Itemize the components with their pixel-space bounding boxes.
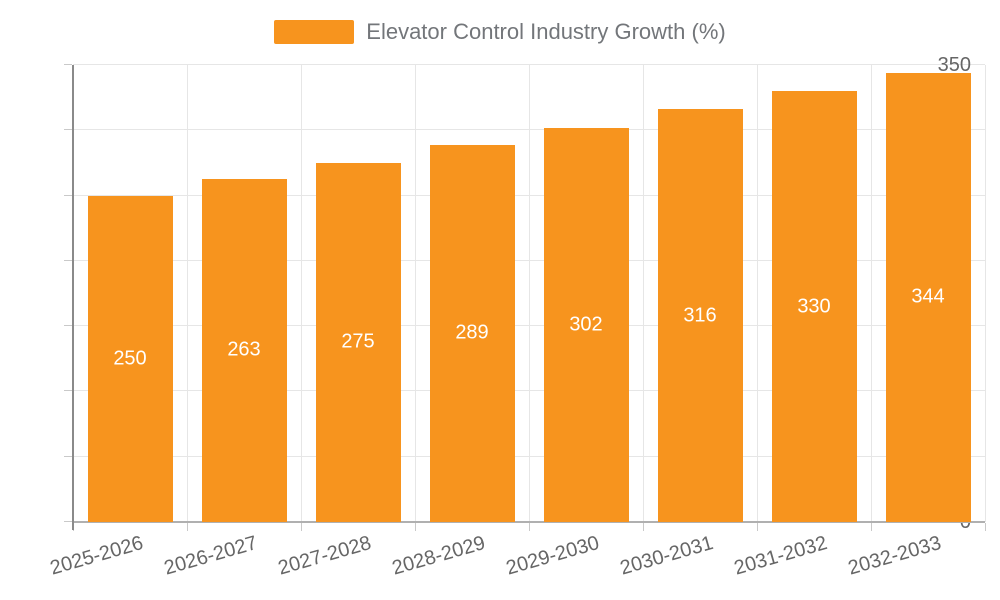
bar-value-label: 250 <box>113 347 147 370</box>
bar: 275 <box>315 162 401 522</box>
gridline-vertical <box>757 65 758 522</box>
gridline-vertical <box>985 65 986 522</box>
bar: 330 <box>771 91 857 522</box>
bar-value-label: 344 <box>911 285 945 308</box>
gridline-horizontal <box>73 64 985 65</box>
x-tick-label: 2027-2028 <box>276 532 375 580</box>
x-tick-label: 2028-2029 <box>390 532 489 580</box>
bar: 316 <box>657 109 743 522</box>
x-axis-tick <box>757 523 758 531</box>
y-tick-label: 350 <box>937 54 971 76</box>
x-tick-label: 2032-2033 <box>846 532 945 580</box>
bar-value-label: 330 <box>797 295 831 318</box>
bar-value-label: 316 <box>683 304 717 327</box>
bar-value-label: 263 <box>227 338 261 361</box>
x-tick-label: 2029-2030 <box>504 532 603 580</box>
x-axis-tick <box>871 523 872 531</box>
bar-value-label: 275 <box>341 330 375 353</box>
x-axis-tick <box>301 523 302 531</box>
y-axis-tick <box>64 521 72 522</box>
x-axis-tick <box>985 523 986 531</box>
legend-item[interactable]: Elevator Control Industry Growth (%) <box>274 18 726 46</box>
y-axis-tick <box>64 194 72 196</box>
x-axis-tick <box>187 523 188 531</box>
y-axis-tick <box>64 64 72 65</box>
y-axis-tick <box>64 390 72 392</box>
bar: 250 <box>87 195 173 522</box>
x-tick-label: 2030-2031 <box>618 532 717 580</box>
gridline-vertical <box>415 65 416 522</box>
legend-swatch-icon <box>274 20 355 44</box>
x-axis-tick <box>415 523 416 531</box>
x-axis-tick <box>643 523 644 531</box>
x-axis-tick <box>529 523 530 531</box>
bar: 289 <box>429 144 515 522</box>
gridline-vertical <box>187 65 188 522</box>
x-tick-label: 2025-2026 <box>48 532 147 580</box>
y-axis-line <box>72 65 74 530</box>
gridline-vertical <box>301 65 302 522</box>
x-tick-label: 2026-2027 <box>162 532 261 580</box>
gridline-vertical <box>643 65 644 522</box>
gridline-vertical <box>871 65 872 522</box>
x-axis-line <box>73 521 985 523</box>
bar: 344 <box>885 72 971 522</box>
y-axis-tick <box>64 129 72 131</box>
y-axis-tick <box>64 455 72 457</box>
chart-legend: Elevator Control Industry Growth (%) <box>0 18 1000 46</box>
bar-value-label: 289 <box>455 321 489 344</box>
legend-label: Elevator Control Industry Growth (%) <box>366 19 726 44</box>
plot-area: 0501001502002503003502502632752893023163… <box>48 54 986 580</box>
x-tick-label: 2031-2032 <box>732 532 831 580</box>
bar-value-label: 302 <box>569 313 603 336</box>
bar: 263 <box>201 178 287 522</box>
y-axis-tick <box>64 325 72 327</box>
bar: 302 <box>543 127 629 522</box>
y-axis-tick <box>64 259 72 261</box>
gridline-vertical <box>529 65 530 522</box>
